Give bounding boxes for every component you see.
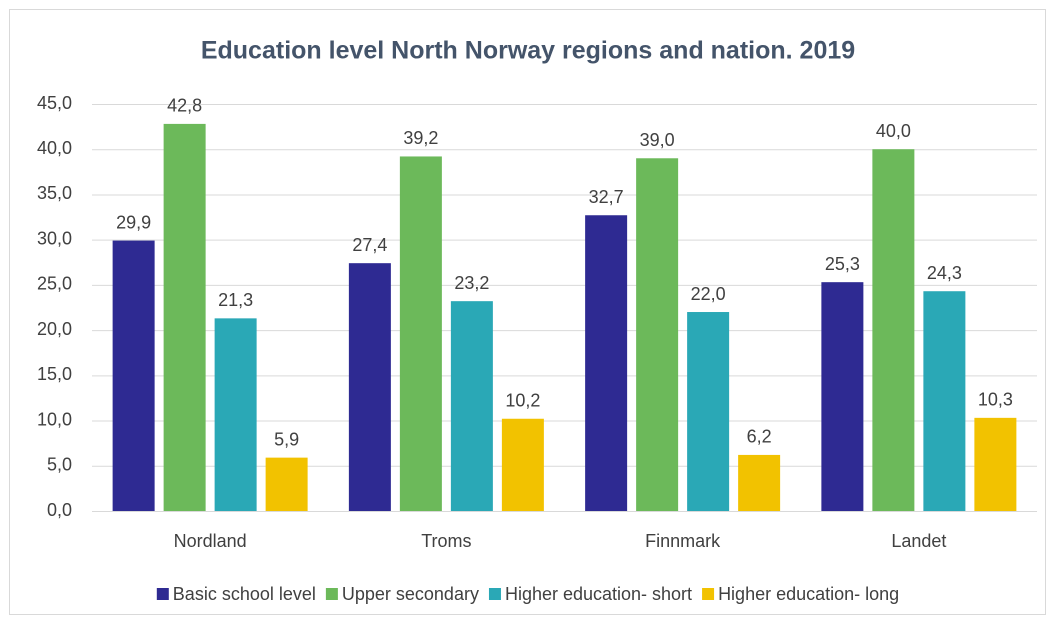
value-label: 10,3 (978, 390, 1013, 410)
y-tick-label: 10,0 (37, 409, 72, 429)
value-label: 25,3 (825, 254, 860, 274)
value-label: 24,3 (927, 263, 962, 283)
y-tick-label: 45,0 (37, 93, 72, 113)
y-tick-label: 5,0 (47, 455, 72, 475)
value-label: 23,2 (454, 273, 489, 293)
bar (265, 457, 308, 511)
y-tick-label: 0,0 (47, 500, 72, 520)
value-label: 6,2 (747, 427, 772, 447)
value-label: 10,2 (505, 390, 540, 410)
legend-swatch (325, 588, 338, 600)
bar (872, 149, 915, 511)
y-tick-label: 35,0 (37, 183, 72, 203)
x-tick-label: Finnmark (645, 531, 721, 551)
bar (399, 156, 442, 512)
value-label: 42,8 (167, 96, 202, 116)
value-label: 22,0 (691, 284, 726, 304)
chart-title: Education level North Norway regions and… (201, 37, 855, 65)
x-tick-label: Troms (421, 531, 471, 551)
bar (636, 158, 679, 511)
bar (923, 291, 966, 511)
bar (348, 263, 391, 511)
value-label: 39,2 (403, 128, 438, 148)
bar (585, 215, 628, 511)
legend-label: Higher education- short (505, 584, 692, 604)
value-label: 27,4 (352, 235, 387, 255)
bar (450, 301, 493, 511)
legend-swatch (702, 588, 715, 600)
bar (821, 282, 864, 511)
x-tick-label: Landet (891, 531, 946, 551)
value-label: 40,0 (876, 121, 911, 141)
legend-label: Upper secondary (342, 584, 479, 604)
value-label: 29,9 (116, 212, 151, 232)
y-tick-label: 25,0 (37, 274, 72, 294)
bar (687, 312, 730, 511)
y-tick-label: 30,0 (37, 228, 72, 248)
value-label: 32,7 (589, 187, 624, 207)
y-tick-label: 40,0 (37, 138, 72, 158)
bar (738, 454, 781, 511)
value-label: 5,9 (274, 429, 299, 449)
legend-swatch (488, 588, 501, 600)
bar (163, 123, 206, 512)
bar (112, 240, 155, 511)
legend-label: Higher education- long (718, 584, 899, 604)
bar (214, 318, 257, 511)
value-label: 39,0 (640, 130, 675, 150)
legend-label: Basic school level (173, 584, 316, 604)
y-tick-label: 20,0 (37, 319, 72, 339)
bar (501, 418, 544, 511)
legend-swatch (156, 588, 169, 600)
y-tick-label: 15,0 (37, 364, 72, 384)
bar (974, 417, 1017, 511)
x-tick-label: Nordland (174, 531, 247, 551)
value-label: 21,3 (218, 290, 253, 310)
